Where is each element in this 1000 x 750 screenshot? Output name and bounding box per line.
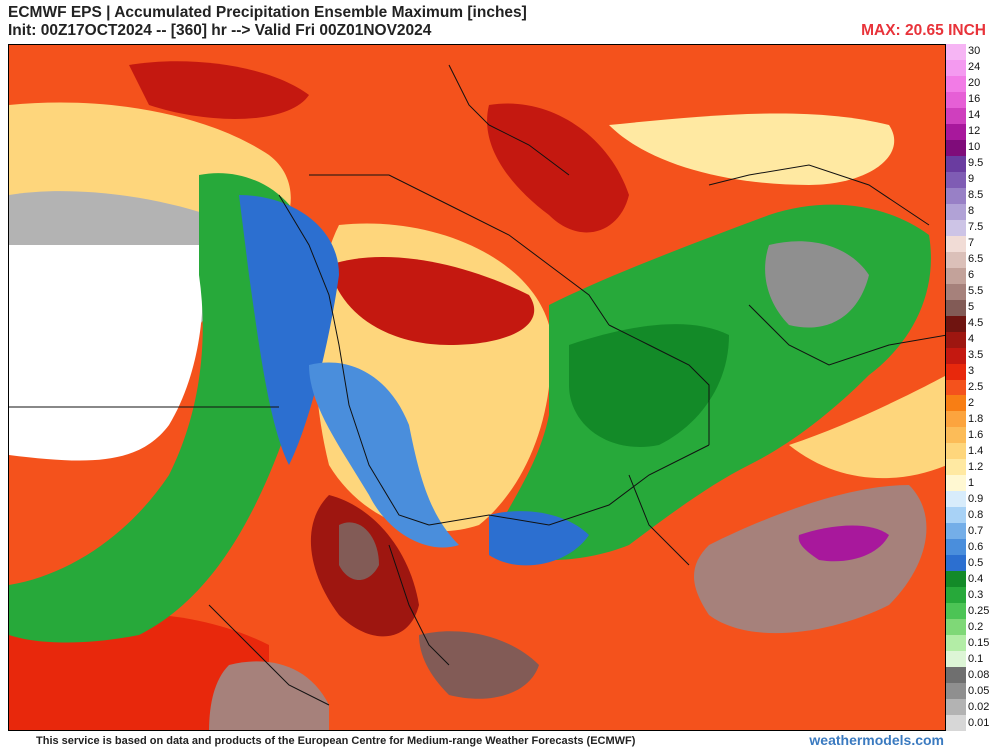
legend-swatch [946, 331, 966, 348]
legend-swatch [946, 315, 966, 332]
legend-swatch [946, 491, 966, 508]
precipitation-field [9, 45, 945, 730]
legend-label: 20 [968, 77, 981, 90]
color-scale-legend: 30 24 20 16 14 12 10 9.5 9 8.5 8 7.5 7 6.5 6 5.5 5 4.5 4 3.… [946, 44, 1000, 732]
legend-swatch [946, 75, 966, 92]
legend-label: 7.5 [968, 221, 984, 234]
brand-link[interactable]: weathermodels.com [809, 732, 944, 748]
legend-swatch [946, 715, 966, 732]
legend-label: 2 [968, 396, 975, 409]
legend-label: 1.6 [968, 428, 984, 441]
legend-label: 4.5 [968, 317, 984, 330]
legend-label: 5.5 [968, 285, 984, 298]
legend-label: 0.25 [968, 604, 990, 617]
legend-swatch [946, 379, 966, 396]
init-valid-subtitle: Init: 00Z17OCT2024 -- [360] hr --> Valid… [8, 22, 432, 39]
legend-swatch [946, 619, 966, 636]
legend-label: 0.8 [968, 508, 984, 521]
legend-label: 14 [968, 109, 981, 122]
legend-label: 9.5 [968, 157, 984, 170]
legend-swatch [946, 155, 966, 172]
legend-label: 1 [968, 476, 975, 489]
legend-label: 0.15 [968, 636, 990, 649]
legend-swatch [946, 139, 966, 156]
legend-swatch [946, 107, 966, 124]
legend-swatch [946, 683, 966, 700]
legend-swatch [946, 635, 966, 652]
legend-swatch [946, 427, 966, 444]
legend-swatch [946, 651, 966, 668]
legend-label: 1.2 [968, 460, 984, 473]
legend-swatch [946, 267, 966, 284]
legend-swatch [946, 507, 966, 524]
legend-label: 9 [968, 173, 975, 186]
legend-swatch [946, 363, 966, 380]
legend-label: 10 [968, 141, 981, 154]
legend-label: 0.2 [968, 620, 984, 633]
legend-label: 7 [968, 237, 975, 250]
legend-label: 24 [968, 61, 981, 74]
legend-label: 0.3 [968, 588, 984, 601]
legend-swatch [946, 411, 966, 428]
legend-label: 16 [968, 93, 981, 106]
legend-swatch [946, 123, 966, 140]
legend-swatch [946, 667, 966, 684]
legend-swatch [946, 571, 966, 588]
max-value-label: MAX: 20.65 INCH [861, 22, 986, 39]
legend-label: 6.5 [968, 253, 984, 266]
legend-swatch [946, 395, 966, 412]
legend-label: 30 [968, 45, 981, 58]
legend-swatch [946, 555, 966, 572]
map-title: ECMWF EPS | Accumulated Precipitation En… [8, 4, 527, 21]
legend-label: 5 [968, 301, 975, 314]
legend-label: 8.5 [968, 189, 984, 202]
legend-swatch [946, 523, 966, 540]
legend-label: 8 [968, 205, 975, 218]
legend-label: 0.9 [968, 492, 984, 505]
legend-swatch [946, 44, 966, 60]
legend-label: 1.4 [968, 444, 984, 457]
legend-label: 0.1 [968, 652, 984, 665]
ecmwf-disclaimer: This service is based on data and produc… [36, 735, 636, 747]
legend-label: 0.6 [968, 540, 984, 553]
legend-label: 0.7 [968, 524, 984, 537]
legend-label: 6 [968, 269, 975, 282]
legend-swatch [946, 219, 966, 236]
legend-label: 0.05 [968, 684, 990, 697]
legend-label: 0.02 [968, 700, 990, 713]
legend-swatch [946, 171, 966, 188]
legend-swatch [946, 91, 966, 108]
legend-swatch [946, 299, 966, 316]
legend-swatch [946, 235, 966, 252]
legend-swatch [946, 587, 966, 604]
legend-swatch [946, 283, 966, 300]
legend-label: 12 [968, 125, 981, 138]
legend-swatch [946, 699, 966, 716]
legend-label: 0.5 [968, 556, 984, 569]
legend-swatch [946, 187, 966, 204]
legend-label: 0.4 [968, 572, 984, 585]
legend-label: 0.08 [968, 668, 990, 681]
legend-swatch [946, 203, 966, 220]
legend-label: 1.8 [968, 412, 984, 425]
legend-swatch [946, 459, 966, 476]
legend-label: 0.01 [968, 716, 990, 729]
legend-label: 2.5 [968, 381, 984, 393]
legend-swatch [946, 251, 966, 268]
precipitation-map[interactable] [8, 44, 946, 731]
legend-swatch [946, 347, 966, 364]
legend-swatch [946, 59, 966, 76]
legend-label: 4 [968, 333, 975, 346]
legend-swatch [946, 539, 966, 556]
legend-swatch [946, 443, 966, 460]
legend-label: 3.5 [968, 349, 984, 362]
legend-swatch [946, 475, 966, 492]
legend-label: 3 [968, 365, 975, 378]
legend-swatch [946, 603, 966, 620]
